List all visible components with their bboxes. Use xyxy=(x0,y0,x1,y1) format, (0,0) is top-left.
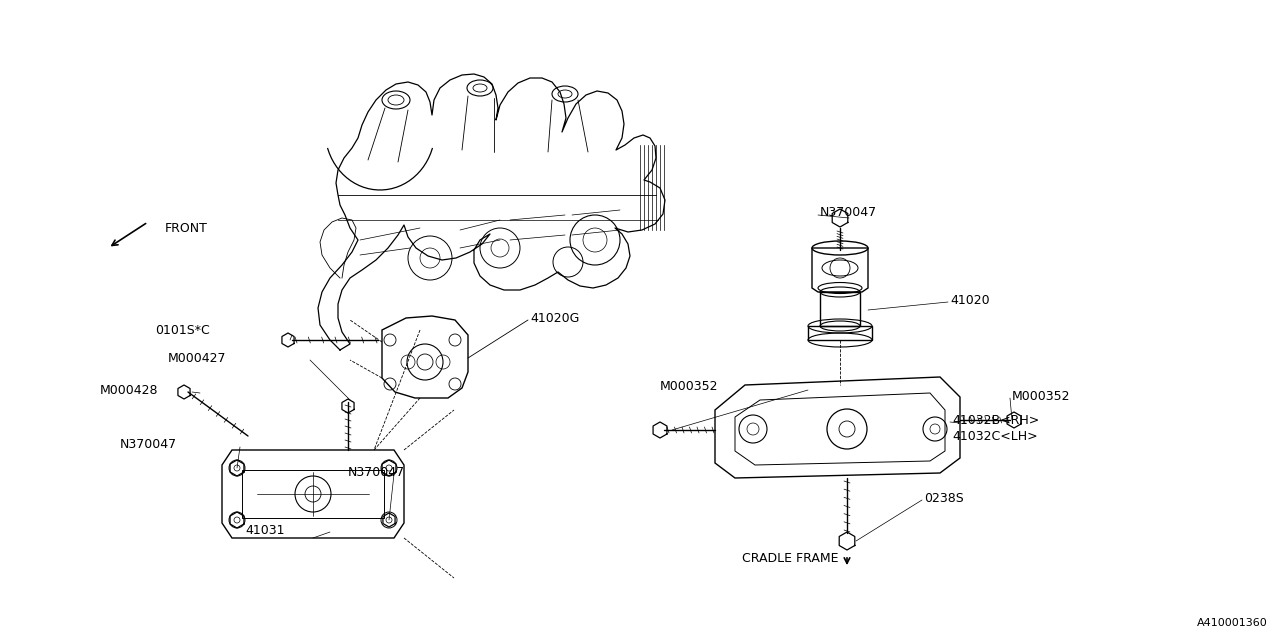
Text: 41020G: 41020G xyxy=(530,312,580,324)
Text: M000428: M000428 xyxy=(100,383,159,397)
Text: N370047: N370047 xyxy=(120,438,177,451)
Text: A410001360: A410001360 xyxy=(1197,618,1268,628)
Text: 41031: 41031 xyxy=(244,524,284,536)
Text: N370047: N370047 xyxy=(820,205,877,218)
Text: N370047: N370047 xyxy=(348,465,406,479)
Text: 41032C<LH>: 41032C<LH> xyxy=(952,429,1038,442)
Text: M000352: M000352 xyxy=(1012,390,1070,403)
Text: 41020: 41020 xyxy=(950,294,989,307)
Text: 0238S: 0238S xyxy=(924,492,964,504)
Text: 41032B<RH>: 41032B<RH> xyxy=(952,413,1039,426)
Text: M000352: M000352 xyxy=(660,380,718,392)
Text: 0101S*C: 0101S*C xyxy=(155,323,210,337)
Text: CRADLE FRAME: CRADLE FRAME xyxy=(741,552,838,564)
Text: M000427: M000427 xyxy=(168,351,227,365)
Text: FRONT: FRONT xyxy=(165,221,207,234)
